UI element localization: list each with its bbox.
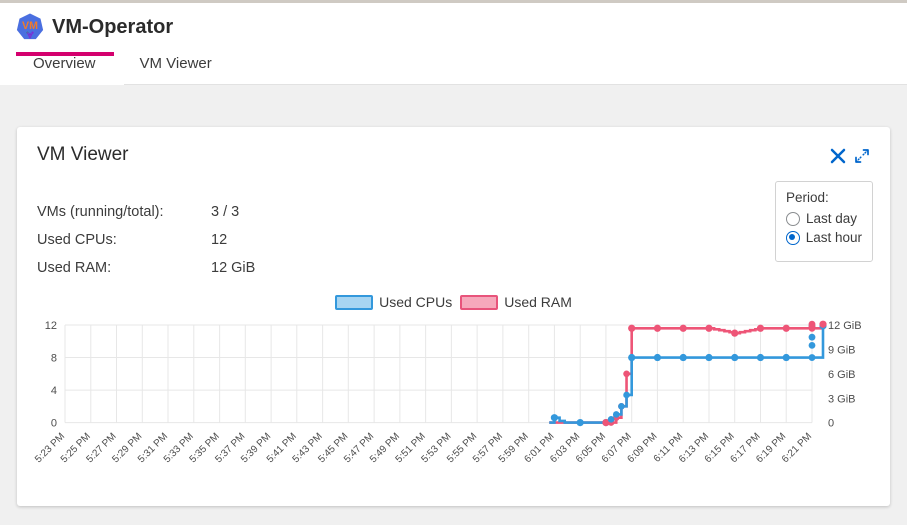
svg-text:12: 12 — [45, 320, 57, 332]
svg-text:VM: VM — [22, 20, 38, 32]
svg-text:9 GiB: 9 GiB — [828, 344, 855, 356]
svg-text:6 GiB: 6 GiB — [828, 369, 855, 381]
svg-text:12 GiB: 12 GiB — [828, 320, 862, 332]
svg-text:0: 0 — [51, 418, 57, 430]
svg-text:0: 0 — [828, 418, 834, 430]
svg-text:4: 4 — [51, 385, 57, 397]
svg-text:3 GiB: 3 GiB — [828, 393, 855, 405]
svg-text:8: 8 — [51, 353, 57, 365]
